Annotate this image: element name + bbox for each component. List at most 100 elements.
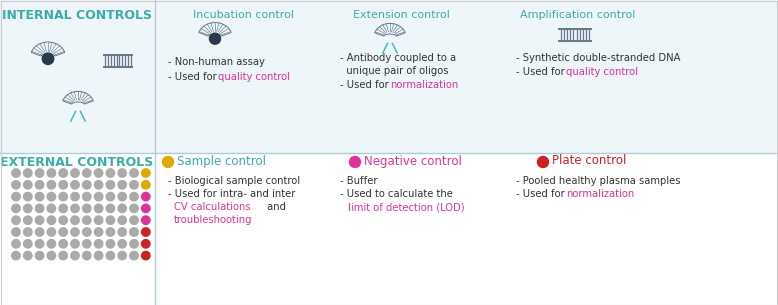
Circle shape (71, 204, 79, 213)
Circle shape (130, 228, 138, 236)
Circle shape (107, 192, 114, 201)
Circle shape (23, 240, 32, 248)
Circle shape (36, 181, 44, 189)
Circle shape (94, 240, 103, 248)
Circle shape (107, 216, 114, 224)
Text: normalization: normalization (566, 189, 634, 199)
Circle shape (71, 169, 79, 177)
Circle shape (12, 192, 20, 201)
Circle shape (47, 240, 55, 248)
Circle shape (12, 169, 20, 177)
Text: Incubation control: Incubation control (193, 10, 294, 20)
Text: troubleshooting: troubleshooting (174, 215, 253, 225)
Circle shape (209, 33, 220, 44)
Circle shape (82, 240, 91, 248)
Circle shape (47, 181, 55, 189)
Text: - Buffer: - Buffer (340, 176, 377, 186)
FancyBboxPatch shape (0, 153, 778, 305)
Text: normalization: normalization (390, 80, 458, 90)
Text: - Pooled healthy plasma samples: - Pooled healthy plasma samples (516, 176, 681, 186)
Circle shape (59, 240, 68, 248)
Circle shape (94, 228, 103, 236)
Circle shape (107, 228, 114, 236)
Circle shape (118, 192, 126, 201)
Circle shape (71, 240, 79, 248)
Text: - Biological sample control: - Biological sample control (168, 176, 300, 186)
Circle shape (71, 192, 79, 201)
Circle shape (36, 251, 44, 260)
Text: - Used for: - Used for (168, 72, 220, 82)
Circle shape (118, 181, 126, 189)
Circle shape (94, 251, 103, 260)
Text: INTERNAL CONTROLS: INTERNAL CONTROLS (2, 9, 152, 22)
Circle shape (130, 240, 138, 248)
Circle shape (23, 251, 32, 260)
Text: - Used for: - Used for (516, 67, 568, 77)
Circle shape (82, 216, 91, 224)
Circle shape (82, 204, 91, 213)
Circle shape (23, 192, 32, 201)
Text: - Antibody coupled to a: - Antibody coupled to a (340, 53, 456, 63)
Circle shape (59, 216, 68, 224)
Circle shape (130, 204, 138, 213)
Circle shape (36, 169, 44, 177)
Circle shape (82, 228, 91, 236)
Circle shape (130, 192, 138, 201)
Circle shape (94, 216, 103, 224)
Circle shape (349, 156, 360, 167)
Text: quality control: quality control (218, 72, 290, 82)
Circle shape (12, 240, 20, 248)
Circle shape (71, 228, 79, 236)
Circle shape (12, 181, 20, 189)
Circle shape (107, 181, 114, 189)
Circle shape (12, 204, 20, 213)
Circle shape (47, 192, 55, 201)
Circle shape (130, 216, 138, 224)
Circle shape (142, 181, 150, 189)
Circle shape (71, 181, 79, 189)
Text: Plate control: Plate control (552, 155, 626, 167)
Circle shape (12, 251, 20, 260)
Text: Sample control: Sample control (177, 155, 266, 167)
Circle shape (59, 204, 68, 213)
Circle shape (23, 228, 32, 236)
Circle shape (142, 240, 150, 248)
Circle shape (142, 228, 150, 236)
Text: and: and (264, 202, 286, 212)
Circle shape (107, 169, 114, 177)
Circle shape (94, 169, 103, 177)
Text: EXTERNAL CONTROLS: EXTERNAL CONTROLS (0, 156, 153, 169)
Circle shape (59, 181, 68, 189)
Circle shape (118, 251, 126, 260)
Circle shape (130, 251, 138, 260)
Circle shape (82, 169, 91, 177)
Text: Negative control: Negative control (364, 155, 462, 167)
Text: - Used for: - Used for (516, 189, 568, 199)
Circle shape (59, 251, 68, 260)
Circle shape (118, 169, 126, 177)
Circle shape (47, 216, 55, 224)
Circle shape (94, 181, 103, 189)
Circle shape (142, 192, 150, 201)
Circle shape (71, 216, 79, 224)
Circle shape (59, 169, 68, 177)
Circle shape (118, 204, 126, 213)
Circle shape (107, 240, 114, 248)
Circle shape (59, 228, 68, 236)
Circle shape (142, 204, 150, 213)
Circle shape (23, 204, 32, 213)
Text: Extension control: Extension control (353, 10, 450, 20)
Circle shape (47, 228, 55, 236)
Circle shape (47, 204, 55, 213)
Circle shape (23, 169, 32, 177)
Circle shape (82, 251, 91, 260)
Circle shape (23, 216, 32, 224)
Circle shape (12, 216, 20, 224)
Circle shape (142, 169, 150, 177)
Text: - Non-human assay: - Non-human assay (168, 57, 265, 67)
Circle shape (94, 204, 103, 213)
Circle shape (59, 192, 68, 201)
Circle shape (130, 169, 138, 177)
Circle shape (107, 204, 114, 213)
Text: CV calculations: CV calculations (174, 202, 251, 212)
